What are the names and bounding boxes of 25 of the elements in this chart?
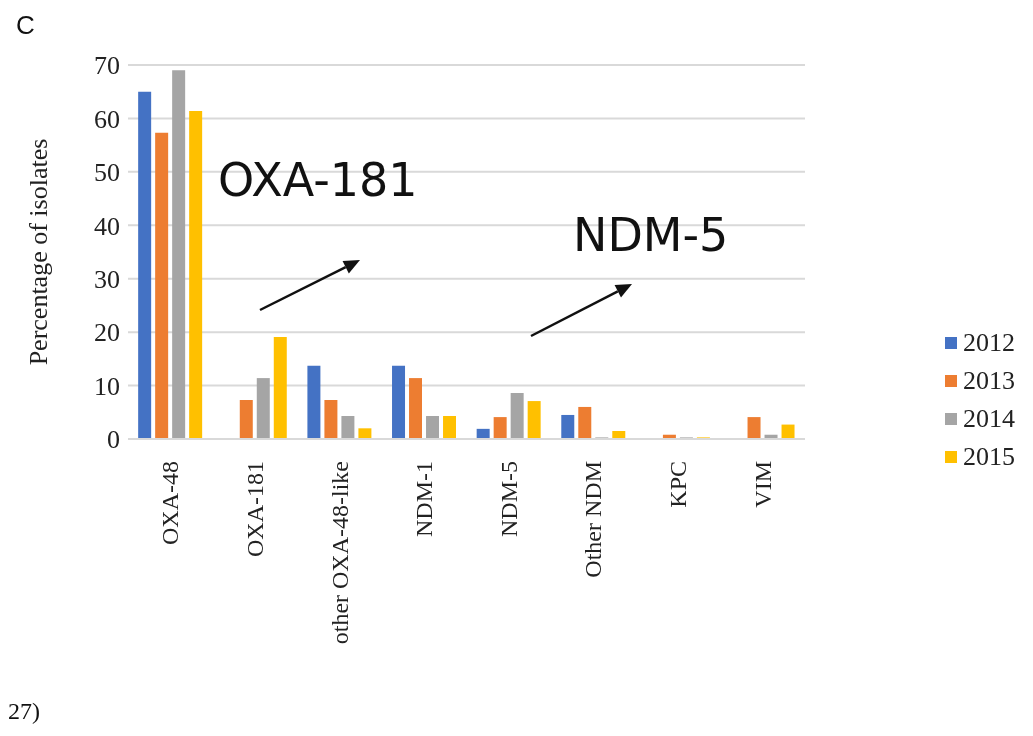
x-tick-label: other OXA-48-like	[326, 461, 353, 645]
annotation: OXA-181	[218, 153, 418, 207]
x-tick-label: OXA-181	[241, 461, 268, 557]
y-tick-label: 30	[94, 264, 120, 294]
y-tick-label: 0	[107, 425, 120, 455]
x-tick-label: NDM-1	[411, 461, 438, 537]
y-tick-label: 10	[94, 371, 120, 401]
x-tick-label: NDM-5	[495, 461, 522, 537]
x-tick-label: Other NDM	[580, 461, 607, 578]
y-tick-label: 20	[94, 318, 120, 348]
legend-label: 2013	[963, 366, 1015, 396]
text: C	[16, 10, 35, 41]
y-tick-label: 40	[94, 211, 120, 241]
text: 27)	[8, 698, 40, 725]
y-tick-label: 60	[94, 104, 120, 134]
legend-label: 2012	[963, 328, 1015, 358]
y-tick-label: 70	[94, 51, 120, 81]
legend-label: 2015	[963, 442, 1015, 472]
y-tick-label: 50	[94, 158, 120, 188]
legend-label: 2014	[963, 404, 1015, 434]
x-tick-label: VIM	[749, 461, 776, 508]
x-tick-label: KPC	[665, 461, 692, 508]
annotation: NDM-5	[573, 208, 729, 262]
y-axis-title: Percentage of isolates	[24, 138, 54, 366]
x-tick-label: OXA-48	[157, 461, 184, 545]
